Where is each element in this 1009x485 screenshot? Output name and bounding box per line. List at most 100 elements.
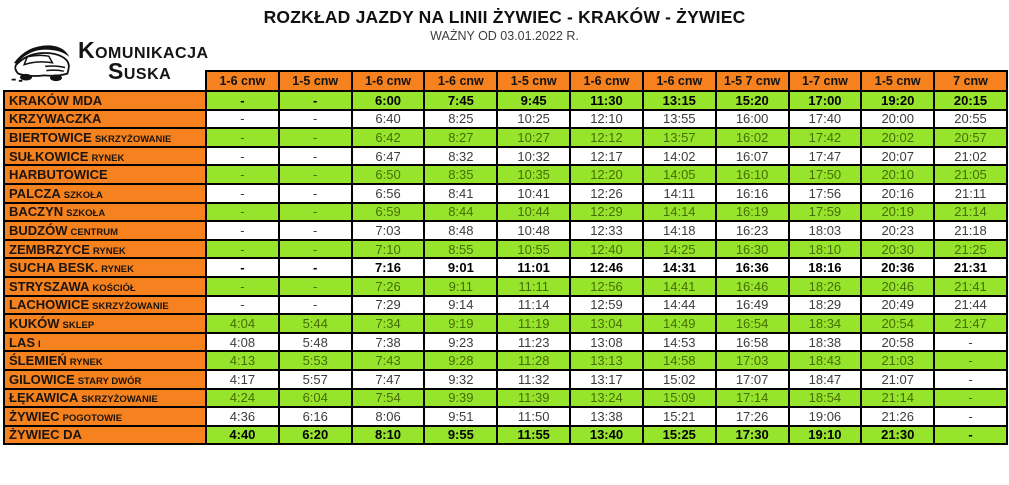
departure-time-cell: 9:32 [423,368,499,390]
departure-time-cell: 14:31 [641,257,717,278]
no-service-cell: - [933,424,1008,446]
stop-name-suffix: RYNEK [69,357,103,369]
departure-time-cell: 20:46 [860,275,936,297]
departure-time-cell: 6:00 [350,90,426,111]
departure-time-cell: 20:58 [860,331,936,353]
departure-time-cell: 4:24 [205,387,280,409]
departure-time-cell: 21:47 [933,313,1008,334]
no-service-cell: - [933,368,1008,390]
departure-time-cell: 14:02 [641,145,717,167]
company-name-line1: Komunikacja [78,36,209,63]
stop-name: PALCZA [9,185,61,201]
stop-name: ŁĘKAWICA [9,390,79,406]
departure-time-cell: 9:55 [423,424,499,446]
table-row: KUKÓW SKLEP 4:04 5:44 7:34 9:19 11:19 13:04 14:4… [3,313,1008,334]
stop-cell: SUŁKOWICE RYNEK [3,145,207,167]
departure-time-cell: 11:55 [496,424,572,446]
stop-cell: BUDZÓW CENTRUM [3,220,207,241]
departure-time-cell: 9:39 [423,387,499,409]
departure-time-cell: 4:04 [205,313,280,334]
stop-cell: KRZYWACZKA [3,108,207,130]
departure-time-cell: 5:53 [277,350,353,371]
departure-time-cell: 16:30 [714,238,790,260]
departure-time-cell: 17:03 [714,350,790,371]
service-days-column-header: 1-6 cnw [205,70,280,92]
no-service-cell: - [933,331,1008,353]
departure-time-cell: 15:25 [641,424,717,446]
stop-cell: LACHOWICE SKRZYŻOWANIE [3,294,207,316]
departure-time-cell: 11:14 [496,294,572,316]
stop-cell: ŁĘKAWICA SKRZYŻOWANIE [3,387,207,409]
departure-time-cell: 18:16 [787,257,863,278]
departure-time-cell: 6:20 [277,424,353,446]
no-service-cell: - [205,201,280,223]
no-service-cell: - [205,238,280,260]
stop-name: GILOWICE [9,371,75,387]
departure-time-cell: 6:04 [277,387,353,409]
departure-time-cell: 7:03 [350,220,426,241]
stop-name: KUKÓW [9,315,60,331]
no-service-cell: - [277,294,353,316]
departure-time-cell: 8:55 [423,238,499,260]
departure-time-cell: 19:06 [787,406,863,427]
table-row: ŁĘKAWICA SKRZYŻOWANIE 4:24 6:04 7:54 9:39 11:3… [3,387,1008,409]
stop-cell: HARBUTOWICE [3,164,207,185]
timetable-body: KRAKÓW MDA - -6:00 7:45 9:45 11:30 13:15 15:20 1… [3,90,1008,446]
departure-time-cell: 16:00 [714,108,790,130]
departure-time-cell: 9:45 [496,90,572,111]
departure-time-cell: 7:16 [350,257,426,278]
departure-time-cell: 12:33 [569,220,644,241]
departure-time-cell: 21:30 [860,424,936,446]
departure-time-cell: 12:56 [569,275,644,297]
departure-time-cell: 12:29 [569,201,644,223]
departure-time-cell: 18:54 [787,387,863,409]
departure-time-cell: 15:21 [641,406,717,427]
departure-time-cell: 8:35 [423,164,499,185]
departure-time-cell: 11:28 [496,350,572,371]
stop-name-suffix: SKRZYŻOWANIE [94,133,172,145]
departure-time-cell: 8:48 [423,220,499,241]
stop-cell: BACZYN SZKOŁA [3,201,207,223]
departure-time-cell: 16:10 [714,164,790,185]
stop-cell: ZEMBRZYCE RYNEK [3,238,207,260]
departure-time-cell: 8:32 [423,145,499,167]
departure-time-cell: 20:02 [860,127,936,148]
departure-time-cell: 10:27 [496,127,572,148]
departure-time-cell: 14:25 [641,238,717,260]
departure-time-cell: 20:23 [860,220,936,241]
service-days-column-header: 1-5 cnw [277,70,353,92]
departure-time-cell: 12:46 [569,257,644,278]
table-row: ŚLEMIEŃ RYNEK 4:13 5:53 7:43 9:28 11:28 13:13 14… [3,350,1008,371]
stop-name-suffix: STARY DWÓR [77,375,142,387]
service-days-column-header: 1-6 cnw [350,70,426,92]
table-row: ŻYWIEC DA 4:40 6:20 8:10 9:55 11:55 13:40 15:25… [3,424,1008,446]
departure-time-cell: 21:14 [933,201,1008,223]
stop-name-suffix: SZKOŁA [63,189,103,201]
stop-name: BACZYN [9,204,64,220]
no-service-cell: - [205,275,280,297]
departure-time-cell: 16:16 [714,182,790,204]
departure-time-cell: 11:32 [496,368,572,390]
stop-name-suffix: SKRZYŻOWANIE [92,301,169,313]
departure-time-cell: 11:19 [496,313,572,334]
stop-name: KRAKÓW MDA [9,92,103,108]
no-service-cell: - [277,238,353,260]
no-service-cell: - [277,90,353,111]
timetable: 1-6 cnw 1-5 cnw 1-6 cnw 1-6 cnw 1-5 cnw 1-6 c… [3,70,1008,446]
departure-time-cell: 6:47 [350,145,426,167]
no-service-cell: - [933,406,1008,427]
departure-time-cell: 17:40 [787,108,863,130]
stop-cell: KRAKÓW MDA [3,90,207,111]
departure-time-cell: 12:17 [569,145,644,167]
departure-time-cell: 8:44 [423,201,499,223]
departure-time-cell: 13:08 [569,331,644,353]
departure-time-cell: 7:34 [350,313,426,334]
no-service-cell: - [933,350,1008,371]
departure-time-cell: 13:24 [569,387,644,409]
departure-time-cell: 11:39 [496,387,572,409]
departure-time-cell: 12:12 [569,127,644,148]
table-row: KRAKÓW MDA - -6:00 7:45 9:45 11:30 13:15 15:20 1… [3,90,1008,111]
departure-time-cell: 19:10 [787,424,863,446]
departure-time-cell: 13:15 [641,90,717,111]
stop-cell: ŻYWIEC POGOTOWIE [3,406,207,427]
